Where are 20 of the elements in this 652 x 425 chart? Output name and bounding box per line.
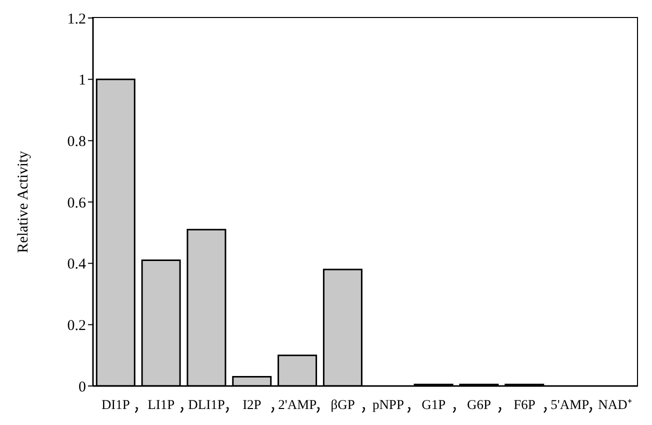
x-tick-label: 2'AMP xyxy=(278,397,317,412)
x-tick-label: DI1P xyxy=(101,397,130,412)
x-tick-label: 5'AMP xyxy=(550,397,590,412)
y-tick-label: 0.6 xyxy=(67,195,86,212)
y-tick-label: 1 xyxy=(78,72,86,89)
y-tick-label: 1.2 xyxy=(67,11,86,28)
x-tick-label: LI1P xyxy=(148,397,175,412)
y-axis-title: Relative Activity xyxy=(15,150,32,254)
x-tick-label: F6P xyxy=(514,397,536,412)
x-tick-label: G6P xyxy=(467,397,492,412)
x-tick-label: G1P xyxy=(422,397,446,412)
y-tick-label: 0.2 xyxy=(67,318,86,334)
y-tick-label: 0.8 xyxy=(67,134,86,150)
y-tick-label: 0 xyxy=(78,379,86,396)
x-tick-label: βGP xyxy=(330,397,355,412)
x-tick-label: NAD⁺ xyxy=(598,397,632,412)
y-tick-label: 0.4 xyxy=(67,256,86,273)
x-tick-label: I2P xyxy=(242,397,262,412)
x-tick-label: DLI1P xyxy=(188,397,225,412)
x-tick-label: pNPP xyxy=(372,397,404,412)
